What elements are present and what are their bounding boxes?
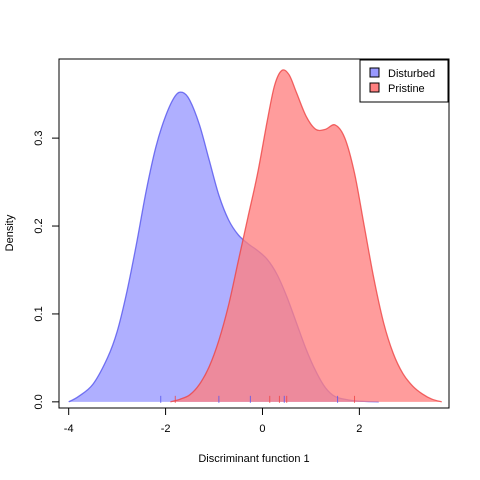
legend-swatch-pristine [369, 82, 380, 93]
density-line-pristine [170, 69, 442, 403]
legend: Disturbed Pristine [359, 59, 449, 103]
y-tick-label: 0.3 [33, 130, 45, 145]
legend-label-disturbed: Disturbed [388, 68, 435, 80]
density-area-disturbed [68, 92, 379, 402]
y-tick-label: 0.0 [33, 394, 45, 409]
y-axis: 0.0 0.1 0.2 0.3 [33, 130, 60, 409]
density-area-pristine [170, 69, 442, 402]
x-axis: -4 -2 0 2 [64, 407, 362, 435]
x-tick-label: 0 [259, 423, 265, 435]
x-tick-label: -4 [64, 423, 74, 435]
legend-label-pristine: Pristine [388, 83, 425, 95]
density-curves [68, 69, 442, 403]
legend-box [359, 59, 449, 103]
x-axis-title: Discriminant function 1 [198, 453, 309, 465]
x-tick-label: -2 [161, 423, 171, 435]
y-tick-label: 0.1 [33, 306, 45, 321]
rug-marks [160, 395, 356, 403]
x-tick-label: 2 [356, 423, 362, 435]
y-tick-label: 0.2 [33, 218, 45, 233]
legend-swatch-disturbed [369, 67, 380, 78]
y-axis-title: Density [4, 214, 16, 251]
